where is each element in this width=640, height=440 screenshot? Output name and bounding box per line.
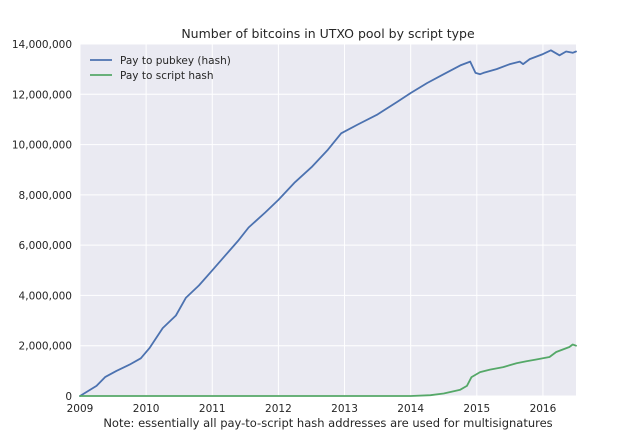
y-tick-label: 8,000,000 <box>19 190 72 202</box>
x-tick-label: 2012 <box>265 403 292 415</box>
x-tick-label: 2014 <box>397 403 424 415</box>
chart-title: Number of bitcoins in UTXO pool by scrip… <box>181 26 475 41</box>
series-line-2 <box>79 343 577 397</box>
y-tick-label: 4,000,000 <box>19 290 72 302</box>
x-tick-label: 2015 <box>463 403 490 415</box>
x-tick-label: 2016 <box>530 403 557 415</box>
x-tick-label: 2009 <box>67 403 94 415</box>
legend-label-1: Pay to pubkey (hash) <box>120 55 231 67</box>
grid-lines <box>79 43 576 397</box>
legend-label-2: Pay to script hash <box>120 70 214 82</box>
y-tick-label: 10,000,000 <box>12 140 72 152</box>
plot-area <box>80 44 576 396</box>
y-tick-label: 0 <box>65 391 72 403</box>
series-line-1 <box>79 49 577 397</box>
x-tick-label: 2011 <box>199 403 226 415</box>
x-axis-label: Note: essentially all pay-to-script hash… <box>103 416 552 430</box>
x-tick-label: 2010 <box>133 403 160 415</box>
series-layer <box>79 49 577 397</box>
axis-ticks: 2009 2010 2011 2012 2013 2014 2015 2016 0 2,000,0… <box>12 39 557 415</box>
y-tick-label: 12,000,000 <box>12 89 72 101</box>
y-tick-label: 14,000,000 <box>12 39 72 51</box>
legend: Pay to pubkey (hash) Pay to script hash <box>90 55 231 82</box>
y-tick-label: 6,000,000 <box>19 240 72 252</box>
x-tick-label: 2013 <box>331 403 358 415</box>
y-tick-label: 2,000,000 <box>19 341 72 353</box>
